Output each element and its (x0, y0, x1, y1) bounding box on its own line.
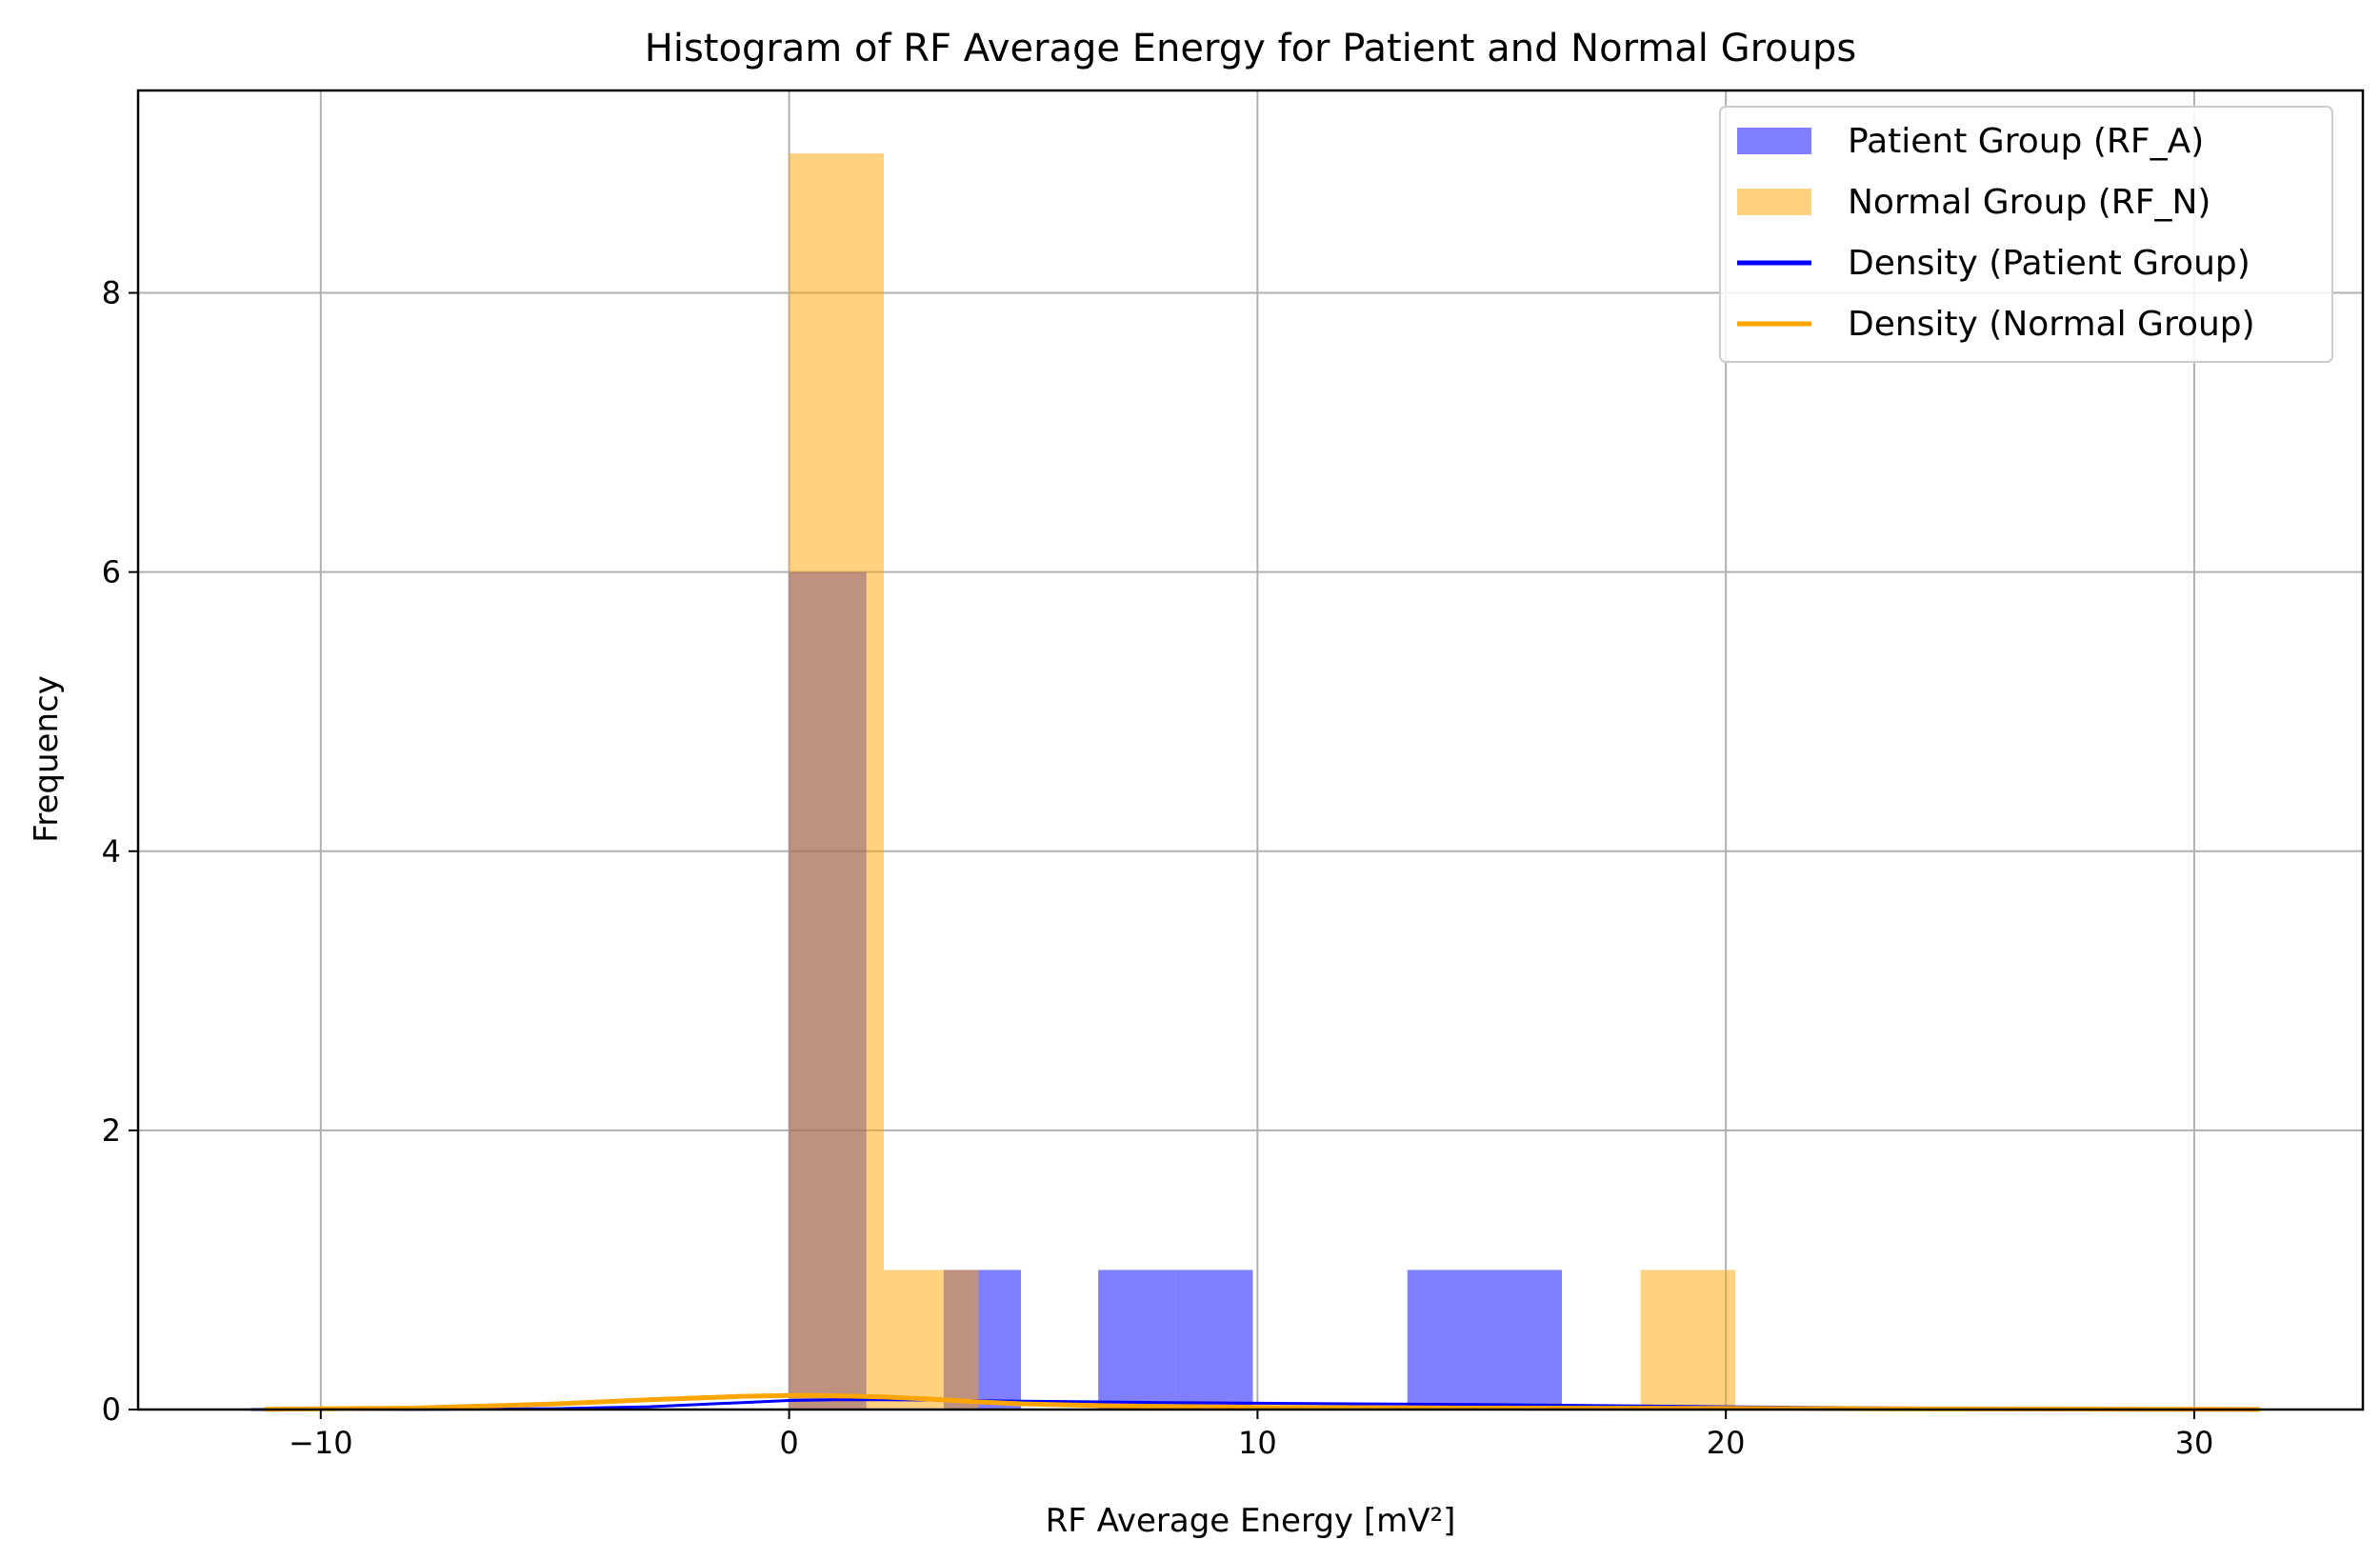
y-tick-label: 2 (102, 1112, 121, 1149)
y-tick-label: 0 (102, 1391, 121, 1428)
x-tick-label: −10 (289, 1425, 353, 1461)
y-tick-label: 4 (102, 833, 121, 870)
y-axis-label: Frequency (28, 675, 66, 843)
chart-title: Histogram of RF Average Energy for Patie… (645, 27, 1856, 70)
plot-frame (136, 89, 2365, 1411)
normal-histogram-bar (883, 1270, 979, 1410)
legend-swatch (1737, 128, 1811, 154)
legend-label: Density (Normal Group) (1848, 305, 2255, 344)
legend-swatch (1737, 189, 1811, 215)
patient-histogram-bar (1484, 1270, 1563, 1410)
legend: Patient Group (RF_A) Normal Group (RF_N) D… (1719, 106, 2333, 363)
x-tick-label: 0 (779, 1425, 798, 1461)
normal-histogram-bar (789, 152, 884, 1410)
legend-label: Density (Patient Group) (1848, 244, 2250, 283)
axis-ticks: −10 0 10 20 30 0 2 4 6 8 (102, 275, 2214, 1461)
normal-histogram-bar (1640, 1270, 1736, 1410)
normal-density-line (264, 1392, 2260, 1412)
y-tick-label: 6 (102, 554, 121, 590)
x-tick-label: 30 (2175, 1425, 2214, 1461)
density-lines (250, 1392, 2260, 1412)
patient-histogram-bar (1407, 1270, 1485, 1410)
histogram-bars (789, 152, 1736, 1410)
x-axis-label: RF Average Energy [mV²] (1046, 1502, 1456, 1540)
legend-box (1719, 106, 2333, 363)
patient-histogram-bar (1175, 1270, 1253, 1410)
x-tick-label: 10 (1238, 1425, 1277, 1461)
legend-label: Normal Group (RF_N) (1848, 183, 2210, 222)
legend-label: Patient Group (RF_A) (1848, 122, 2204, 161)
patient-histogram-bar (1098, 1270, 1176, 1410)
y-tick-label: 8 (102, 275, 121, 311)
x-tick-label: 20 (1707, 1425, 1746, 1461)
